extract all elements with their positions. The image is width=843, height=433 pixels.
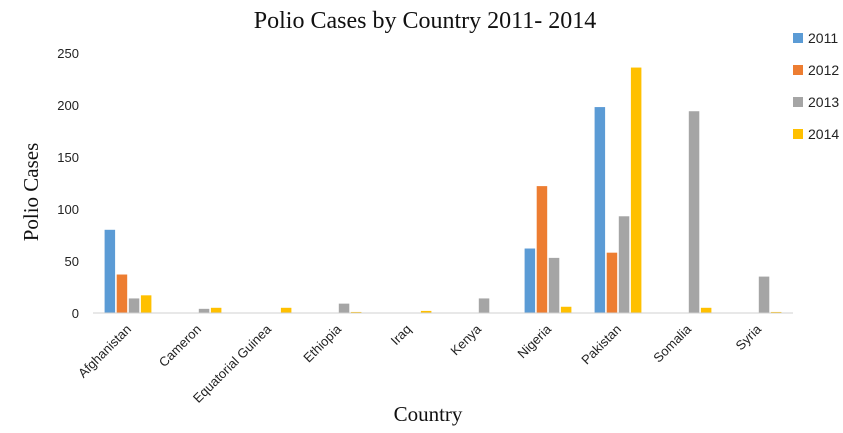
legend-label: 2014 (808, 126, 839, 142)
bar (688, 111, 700, 314)
bar (116, 274, 128, 313)
bar (338, 303, 350, 313)
bar (560, 306, 572, 313)
bar (198, 308, 210, 313)
legend-label: 2011 (808, 30, 838, 46)
bar (594, 107, 606, 313)
bar (770, 311, 782, 313)
x-tick-label: Syria (733, 321, 765, 353)
bar (618, 216, 630, 313)
legend-label: 2012 (808, 62, 839, 78)
x-tick-label: Ethiopia (300, 321, 344, 365)
y-axis-ticks: 0 50 100 150 200 250 (57, 46, 79, 321)
x-tick-label: Iraq (388, 322, 414, 348)
x-tick-label: Pakistan (578, 322, 624, 368)
bar (758, 276, 770, 313)
bars-group (104, 67, 782, 314)
bar (350, 311, 362, 313)
bar (420, 310, 432, 313)
bar (210, 307, 222, 313)
x-tick-label: Afghanistan (75, 322, 134, 381)
bar (548, 257, 560, 313)
bar (536, 186, 548, 313)
x-tick-label: Nigeria (514, 321, 554, 361)
y-tick-label: 50 (65, 254, 79, 269)
y-tick-label: 150 (57, 150, 79, 165)
bar (280, 307, 292, 313)
x-tick-label: Equatorial Guinea (190, 321, 275, 406)
x-tick-label: Cameron (156, 322, 204, 370)
bar (140, 295, 152, 313)
bar (104, 229, 116, 313)
y-tick-label: 0 (72, 306, 79, 321)
bar (630, 67, 642, 313)
y-tick-label: 250 (57, 46, 79, 61)
bar (606, 252, 618, 313)
chart-title: Polio Cases by Country 2011- 2014 (254, 8, 596, 34)
legend: 2011 2012 2013 2014 (793, 30, 839, 142)
y-axis-title: Polio Cases (19, 143, 43, 242)
y-tick-label: 100 (57, 202, 79, 217)
bar (700, 307, 712, 313)
y-tick-label: 200 (57, 98, 79, 113)
x-axis-title: Country (394, 402, 463, 426)
legend-swatch (793, 65, 803, 75)
bar (478, 298, 490, 313)
bar (524, 248, 536, 313)
bar (128, 298, 140, 313)
x-tick-label: Kenya (447, 321, 484, 358)
legend-label: 2013 (808, 94, 839, 110)
legend-swatch (793, 129, 803, 139)
legend-swatch (793, 33, 803, 43)
x-tick-label: Somalia (650, 321, 694, 365)
legend-swatch (793, 97, 803, 107)
